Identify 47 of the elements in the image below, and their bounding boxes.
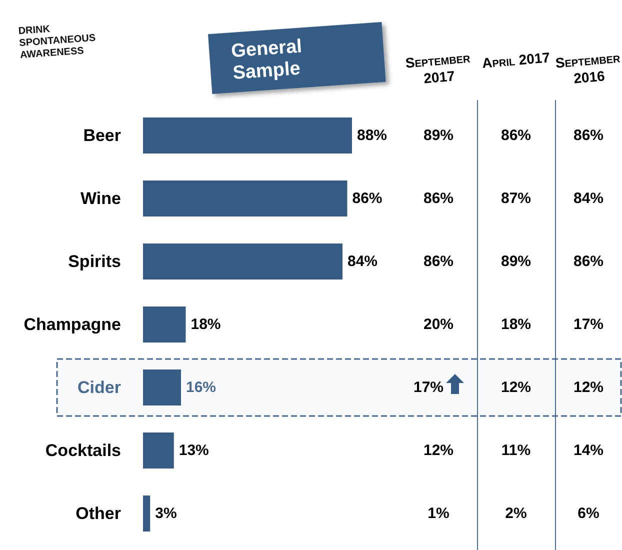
text: 86% xyxy=(573,253,604,270)
text: 6% xyxy=(578,505,600,522)
y-axis-title: DRINK SPONTANEOUS AWARENESS xyxy=(18,24,99,62)
text: 17% xyxy=(573,316,604,333)
text: 12% xyxy=(500,379,532,396)
text: 14% xyxy=(573,442,604,459)
text: 20% xyxy=(423,316,454,333)
text: 86% xyxy=(500,127,532,144)
data-label: 88% xyxy=(357,127,388,144)
data-label: 18% xyxy=(190,316,221,333)
data-label: 86% xyxy=(352,190,382,207)
text: September 2017 xyxy=(404,49,471,86)
bar xyxy=(143,496,150,532)
bar xyxy=(143,370,181,406)
y-tick-label: Wine xyxy=(80,189,121,208)
text: 89% xyxy=(500,253,532,270)
data-label: 16% xyxy=(186,379,216,396)
bar xyxy=(143,118,352,154)
bar xyxy=(143,244,342,280)
text: 89% xyxy=(423,127,454,144)
text: 84% xyxy=(573,190,604,207)
text: 86% xyxy=(573,127,604,144)
text: September 2016 xyxy=(554,49,621,86)
text: 11% xyxy=(501,442,531,459)
bar xyxy=(143,432,174,468)
text: 2% xyxy=(505,505,527,522)
chart-title: General Sample xyxy=(230,36,308,84)
data-label: 13% xyxy=(178,442,209,459)
text: 18% xyxy=(500,316,532,333)
y-tick-label: Champagne xyxy=(24,315,121,334)
bar xyxy=(143,306,186,342)
y-tick-label: Cocktails xyxy=(45,441,121,460)
bar xyxy=(143,180,348,216)
text: 12% xyxy=(573,379,604,396)
text: 12% xyxy=(423,442,454,459)
data-label: 3% xyxy=(155,505,177,522)
text: 86% xyxy=(423,253,454,270)
data-label: 84% xyxy=(348,253,378,270)
text: 86% xyxy=(423,190,454,207)
text: 1% xyxy=(428,505,450,522)
y-tick-label: Other xyxy=(76,504,122,523)
y-tick-label: Beer xyxy=(83,126,122,145)
text: 17% xyxy=(413,379,444,396)
y-tick-label: Spirits xyxy=(68,252,121,271)
y-tick-label: Cider xyxy=(78,378,122,397)
text: 87% xyxy=(500,190,532,207)
text: April 2017 xyxy=(481,49,550,71)
